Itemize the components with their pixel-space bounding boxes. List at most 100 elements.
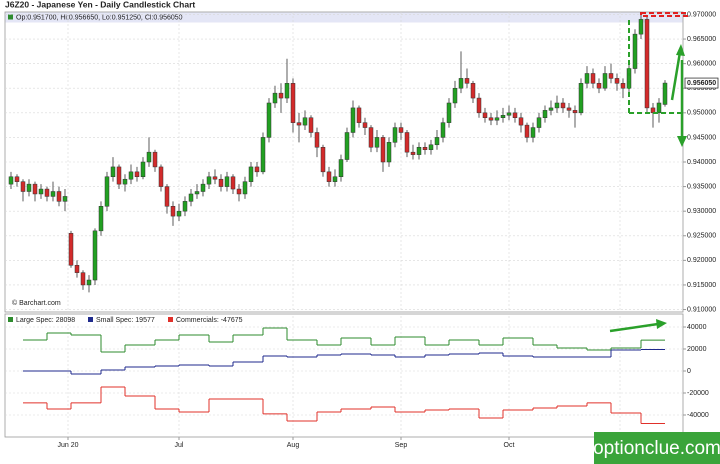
candle-body [284, 83, 290, 99]
candle-body [158, 166, 164, 187]
candle-body [110, 166, 116, 178]
candle-body [398, 127, 404, 133]
candle-body [128, 171, 134, 180]
candle-body [380, 137, 386, 163]
candle-body [368, 127, 374, 148]
candle-body [230, 176, 236, 190]
candle-body [572, 110, 578, 114]
candle-body [194, 191, 200, 195]
info-swatch [8, 14, 13, 20]
candle-body [74, 265, 80, 273]
candle-body [350, 107, 356, 133]
candle-body [296, 122, 302, 126]
candle-body [374, 137, 380, 148]
candle-body [578, 83, 584, 114]
candle-body [458, 78, 464, 89]
candle-body [26, 183, 32, 192]
candle-body [488, 117, 494, 121]
legend-swatch [8, 317, 13, 322]
candle-body [314, 132, 320, 148]
y-tick-label: 0.925000 [687, 233, 716, 240]
arrow-head [656, 319, 667, 329]
y-tick-label: -20000 [687, 390, 709, 397]
y-tick-label: 0.920000 [687, 257, 716, 264]
candle-body [620, 83, 626, 89]
candle-body [266, 102, 272, 138]
chart-title: J6Z20 - Japanese Yen - Daily Candlestick… [5, 0, 195, 9]
candle-body [362, 122, 368, 128]
legend-label: Commercials: -47675 [176, 317, 243, 324]
candle-body [56, 191, 62, 202]
candle-body [170, 206, 176, 217]
y-tick-label: 0.955000 [687, 85, 716, 92]
candle-body [470, 83, 476, 99]
y-tick-label: 0 [687, 368, 691, 375]
candle-body [206, 176, 212, 185]
candle-body [422, 146, 428, 150]
candle-body [116, 166, 122, 185]
candle-body [332, 176, 338, 182]
candle-body [596, 83, 602, 89]
candle-body [104, 176, 110, 207]
y-tick-label: 0.970000 [687, 11, 716, 18]
candle-body [152, 151, 158, 168]
arrow [609, 322, 659, 333]
candle-body [8, 176, 14, 185]
candle-body [506, 112, 512, 116]
candle-body [632, 33, 638, 69]
x-tick-label: Oct [504, 442, 515, 449]
annotations [609, 12, 688, 333]
candle-body [182, 201, 188, 212]
legend-swatch [168, 317, 173, 322]
candle-body [134, 171, 140, 178]
arrow-head [677, 136, 687, 147]
last-price-label: 0.956050 [687, 80, 716, 87]
candle-body [518, 117, 524, 126]
candle-body [164, 186, 170, 207]
candle-body [656, 102, 662, 114]
x-tick-label: Aug [287, 442, 300, 449]
candle-body [224, 176, 230, 187]
high-box [640, 12, 688, 17]
candle-body [446, 102, 452, 123]
candle-body [32, 183, 38, 195]
x-tick-label: Sep [395, 442, 408, 449]
candle-body [566, 107, 572, 111]
candle-body [44, 188, 50, 197]
candle-body [212, 176, 218, 180]
candle-body [68, 233, 74, 266]
candle-body [440, 122, 446, 138]
y-tick-label: 40000 [687, 324, 707, 331]
candle-body [464, 78, 470, 84]
y-tick-label: -40000 [687, 412, 709, 419]
candle-body [326, 171, 332, 182]
candle-body [410, 151, 416, 155]
candle-body [416, 146, 422, 155]
candle-body [428, 144, 434, 150]
candle-body [608, 73, 614, 79]
arrow-head [676, 44, 685, 56]
info-band [5, 12, 683, 23]
candle-body [290, 83, 296, 123]
candle-body [236, 188, 242, 195]
candle-body [476, 97, 482, 114]
candle-body [344, 132, 350, 160]
candle-body [452, 87, 458, 104]
candle-body [86, 279, 92, 286]
candle-body [512, 112, 518, 118]
candle-body [548, 107, 554, 111]
candle-body [542, 110, 548, 118]
candle-body [638, 19, 644, 35]
candle-body [200, 183, 206, 192]
legend-label: Small Spec: 19577 [96, 317, 155, 324]
candle-body [278, 92, 284, 99]
candle-body [254, 166, 260, 173]
candle-body [356, 107, 362, 123]
candle-body [308, 117, 314, 133]
candle-body [602, 73, 608, 89]
candle-body [146, 151, 152, 163]
candle-body [494, 117, 500, 121]
candle-body [530, 127, 536, 138]
candle-body [140, 161, 146, 178]
